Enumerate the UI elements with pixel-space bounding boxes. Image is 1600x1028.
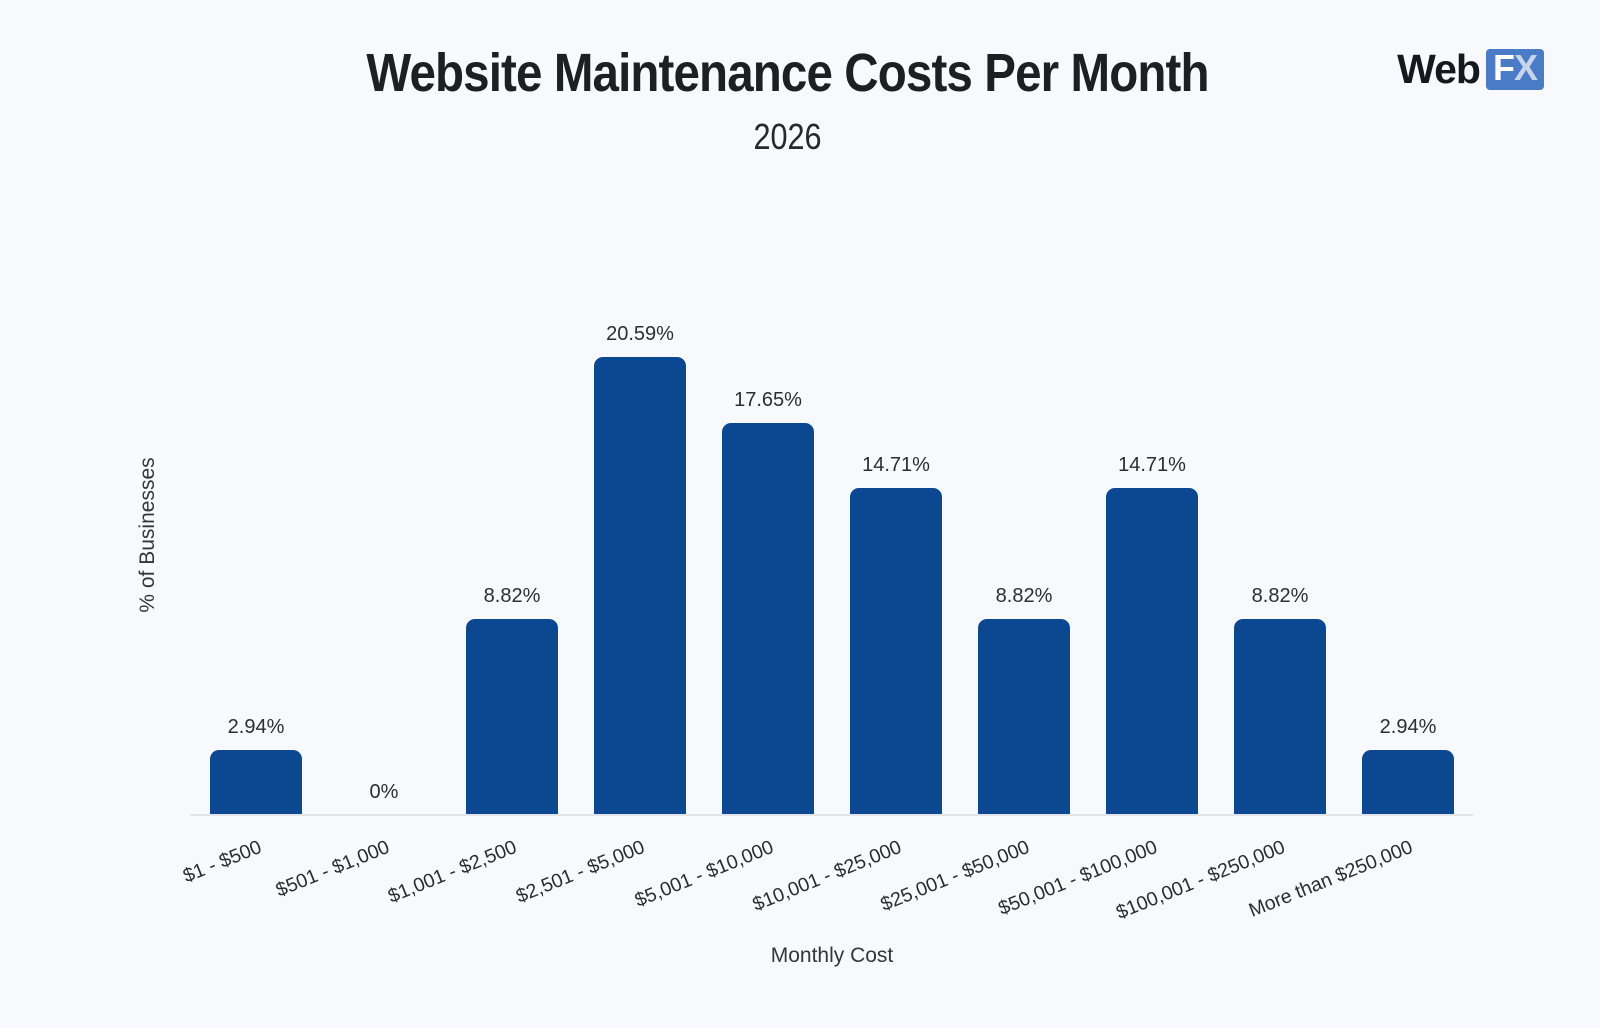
chart-header: Website Maintenance Costs Per Month 2026: [0, 42, 1575, 158]
plot-area: 2.94% 0% 8.82% 20.59% 17.65% 14.71% 8.82% 14.71…: [192, 323, 1472, 815]
logo-fx-badge: F X: [1485, 47, 1544, 90]
bar: [1234, 618, 1326, 815]
bar: [1106, 488, 1198, 815]
bar-group: 8.82%: [960, 326, 1088, 815]
bar: [594, 357, 686, 815]
bar-group: 8.82%: [448, 326, 576, 815]
bar-group: 17.65%: [704, 326, 832, 815]
x-axis-title: Monthly Cost: [770, 944, 894, 967]
bar-value-label: 8.82%: [483, 584, 541, 607]
x-axis-ticks: $1 - $500 $501 - $1,000 $1,001 - $2,500 $2,…: [180, 830, 1472, 950]
bar-value-label: 2.94%: [1379, 715, 1437, 738]
bar: [978, 618, 1070, 815]
x-tick-label: $1,001 - $2,500: [385, 836, 521, 908]
chart-subtitle: 2026: [753, 116, 822, 157]
logo-text-web: Web: [1397, 46, 1481, 92]
x-tick-label: $2,501 - $5,000: [513, 836, 649, 908]
bar-value-label: 14.71%: [1118, 454, 1186, 477]
bar-group: 2.94%: [192, 326, 320, 815]
bar: [466, 618, 558, 815]
y-axis-title: % of Businesses: [136, 457, 159, 613]
bar-value-label: 20.59%: [606, 323, 674, 346]
logo-letter-x: X: [1513, 47, 1538, 88]
bar-value-label: 0%: [369, 781, 399, 803]
bar-value-label: 2.94%: [227, 715, 285, 738]
bar-value-label: 17.65%: [734, 388, 802, 411]
bar-group: 14.71%: [832, 326, 960, 815]
bar-group: 8.82%: [1216, 326, 1344, 815]
x-axis-line: [190, 814, 1473, 816]
x-tick-label: $501 - $1,000: [272, 836, 393, 902]
bar: [850, 488, 942, 815]
bar-value-label: 8.82%: [1251, 584, 1309, 607]
bar: [1362, 749, 1454, 815]
bar-group: 2.94%: [1344, 326, 1472, 815]
chart-title: Website Maintenance Costs Per Month: [366, 43, 1209, 103]
bar-group: 20.59%: [576, 323, 704, 815]
bar: [210, 749, 302, 815]
bar-group: 14.71%: [1088, 326, 1216, 815]
bar-value-label: 14.71%: [862, 454, 930, 477]
x-tick-label: $1 - $500: [179, 836, 265, 888]
bar-value-label: 8.82%: [995, 584, 1053, 607]
webfx-logo: Web F X: [1397, 46, 1544, 93]
bar: [722, 422, 814, 815]
bar-group: 0%: [320, 326, 448, 815]
logo-letter-f: F: [1492, 47, 1515, 88]
